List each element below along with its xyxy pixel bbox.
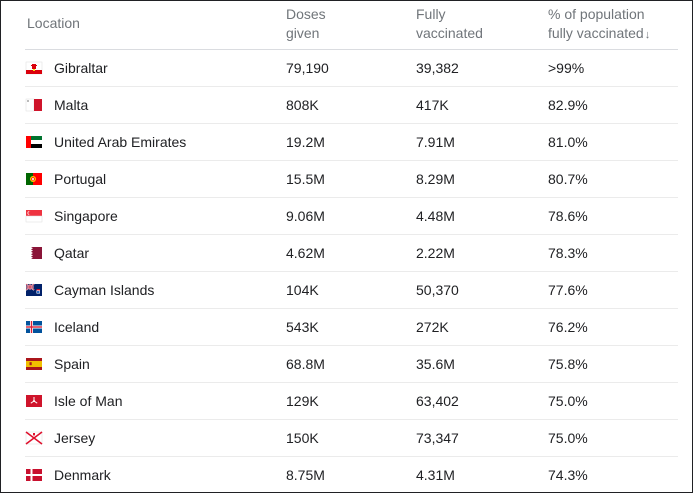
uae-flag-icon bbox=[25, 133, 43, 151]
iceland-flag-icon bbox=[25, 318, 43, 336]
spain-flag-icon bbox=[25, 355, 43, 373]
cayman-islands-flag-icon bbox=[25, 281, 43, 299]
location-cell[interactable]: Gibraltar bbox=[25, 49, 286, 87]
doses-given-cell: 808K bbox=[286, 86, 416, 124]
fully-vaccinated-cell: 4.48M bbox=[416, 197, 548, 235]
location-name: Portugal bbox=[54, 171, 107, 187]
table-row[interactable]: Cayman Islands 104K 50,370 77.6% bbox=[25, 271, 678, 309]
doses-given-cell: 9.06M bbox=[286, 197, 416, 235]
location-name: Spain bbox=[54, 356, 90, 372]
table-row[interactable]: Iceland 543K 272K 76.2% bbox=[25, 308, 678, 346]
percent-fully-vaccinated-cell: 78.6% bbox=[548, 197, 678, 235]
location-cell[interactable]: United Arab Emirates bbox=[25, 123, 286, 161]
location-cell[interactable]: Singapore bbox=[25, 197, 286, 235]
table-row[interactable]: Denmark 8.75M 4.31M 74.3% bbox=[25, 457, 678, 493]
percent-fully-vaccinated-cell: 78.3% bbox=[548, 234, 678, 272]
location-name: Qatar bbox=[54, 245, 90, 261]
location-name: Malta bbox=[54, 97, 89, 113]
fully-vaccinated-cell: 417K bbox=[416, 86, 548, 124]
denmark-flag-icon bbox=[25, 466, 43, 484]
location-cell[interactable]: Portugal bbox=[25, 160, 286, 198]
doses-given-cell: 4.62M bbox=[286, 234, 416, 272]
percent-fully-vaccinated-cell: 74.3% bbox=[548, 467, 588, 483]
location-cell[interactable]: Cayman Islands bbox=[25, 271, 286, 309]
sort-descending-icon[interactable]: ↓ bbox=[644, 29, 651, 41]
table-row[interactable]: Portugal 15.5M 8.29M 80.7% bbox=[25, 160, 678, 198]
isle-of-man-flag-icon bbox=[25, 392, 43, 410]
qatar-flag-icon bbox=[25, 244, 43, 262]
percent-fully-vaccinated-cell: 81.0% bbox=[548, 123, 678, 161]
table-row[interactable]: Gibraltar 79,190 39,382 >99% bbox=[25, 49, 678, 87]
doses-given-cell: 19.2M bbox=[286, 123, 416, 161]
table-row[interactable]: United Arab Emirates 19.2M 7.91M 81.0% bbox=[25, 123, 678, 161]
percent-fully-vaccinated-cell: 77.6% bbox=[548, 271, 678, 309]
location-cell[interactable]: Isle of Man bbox=[25, 382, 286, 420]
column-header-doses-given[interactable]: Doses given bbox=[286, 1, 416, 50]
fully-vaccinated-cell: 39,382 bbox=[416, 49, 548, 87]
fully-vaccinated-cell: 272K bbox=[416, 308, 548, 346]
fully-vaccinated-cell: 50,370 bbox=[416, 271, 548, 309]
location-name: Isle of Man bbox=[54, 393, 123, 409]
malta-flag-icon bbox=[25, 96, 43, 114]
gibraltar-flag-icon bbox=[25, 59, 43, 77]
doses-given-cell: 15.5M bbox=[286, 160, 416, 198]
column-header-location[interactable]: Location bbox=[25, 1, 286, 50]
doses-given-cell: 129K bbox=[286, 382, 416, 420]
location-name: Denmark bbox=[54, 467, 111, 483]
fully-vaccinated-cell: 2.22M bbox=[416, 234, 548, 272]
percent-fully-vaccinated-cell: 80.7% bbox=[548, 160, 678, 198]
fully-vaccinated-cell: 73,347 bbox=[416, 419, 548, 457]
column-header-percent-fully-vaccinated[interactable]: % of population fully vaccinated↓ bbox=[548, 1, 678, 50]
location-cell[interactable]: Jersey bbox=[25, 419, 286, 457]
doses-given-cell: 543K bbox=[286, 308, 416, 346]
table-row[interactable]: Singapore 9.06M 4.48M 78.6% bbox=[25, 197, 678, 235]
percent-fully-vaccinated-cell: >99% bbox=[548, 49, 678, 87]
percent-fully-vaccinated-cell: 75.0% bbox=[548, 419, 678, 457]
vaccination-table: Location Doses given Fully vaccinated % … bbox=[25, 1, 678, 493]
percent-fully-vaccinated-cell: 75.0% bbox=[548, 382, 678, 420]
location-name: United Arab Emirates bbox=[54, 134, 187, 150]
fully-vaccinated-cell: 8.29M bbox=[416, 160, 548, 198]
location-name: Jersey bbox=[54, 430, 96, 446]
location-cell[interactable]: Denmark bbox=[25, 457, 286, 493]
table-row[interactable]: Isle of Man 129K 63,402 75.0% bbox=[25, 382, 678, 420]
fully-vaccinated-cell: 35.6M bbox=[416, 345, 548, 383]
location-name: Cayman Islands bbox=[54, 282, 155, 298]
percent-fully-vaccinated-cell: 76.2% bbox=[548, 308, 678, 346]
column-header-fully-vaccinated[interactable]: Fully vaccinated bbox=[416, 1, 548, 50]
fully-vaccinated-cell: 63,402 bbox=[416, 382, 548, 420]
table-row[interactable]: Malta 808K 417K 82.9% bbox=[25, 86, 678, 124]
table-row[interactable]: Qatar 4.62M 2.22M 78.3% bbox=[25, 234, 678, 272]
location-name: Singapore bbox=[54, 208, 118, 224]
doses-given-cell: 150K bbox=[286, 419, 416, 457]
location-name: Gibraltar bbox=[54, 60, 108, 76]
location-cell[interactable]: Spain bbox=[25, 345, 286, 383]
portugal-flag-icon bbox=[25, 170, 43, 188]
doses-given-cell: 68.8M bbox=[286, 345, 416, 383]
location-cell[interactable]: Qatar bbox=[25, 234, 286, 272]
percent-fully-vaccinated-cell: 75.8% bbox=[548, 345, 678, 383]
singapore-flag-icon bbox=[25, 207, 43, 225]
location-cell[interactable]: Iceland bbox=[25, 308, 286, 346]
location-cell[interactable]: Malta bbox=[25, 86, 286, 124]
doses-given-cell: 8.75M bbox=[286, 467, 325, 483]
location-name: Iceland bbox=[54, 319, 100, 335]
doses-given-cell: 104K bbox=[286, 271, 416, 309]
fully-vaccinated-cell: 4.31M bbox=[416, 467, 455, 483]
table-row[interactable]: Jersey 150K 73,347 75.0% bbox=[25, 419, 678, 457]
percent-fully-vaccinated-cell: 82.9% bbox=[548, 86, 678, 124]
table-header-row: Location Doses given Fully vaccinated % … bbox=[25, 1, 678, 50]
fully-vaccinated-cell: 7.91M bbox=[416, 123, 548, 161]
table-row[interactable]: Spain 68.8M 35.6M 75.8% bbox=[25, 345, 678, 383]
doses-given-cell: 79,190 bbox=[286, 49, 416, 87]
jersey-flag-icon bbox=[25, 429, 43, 447]
